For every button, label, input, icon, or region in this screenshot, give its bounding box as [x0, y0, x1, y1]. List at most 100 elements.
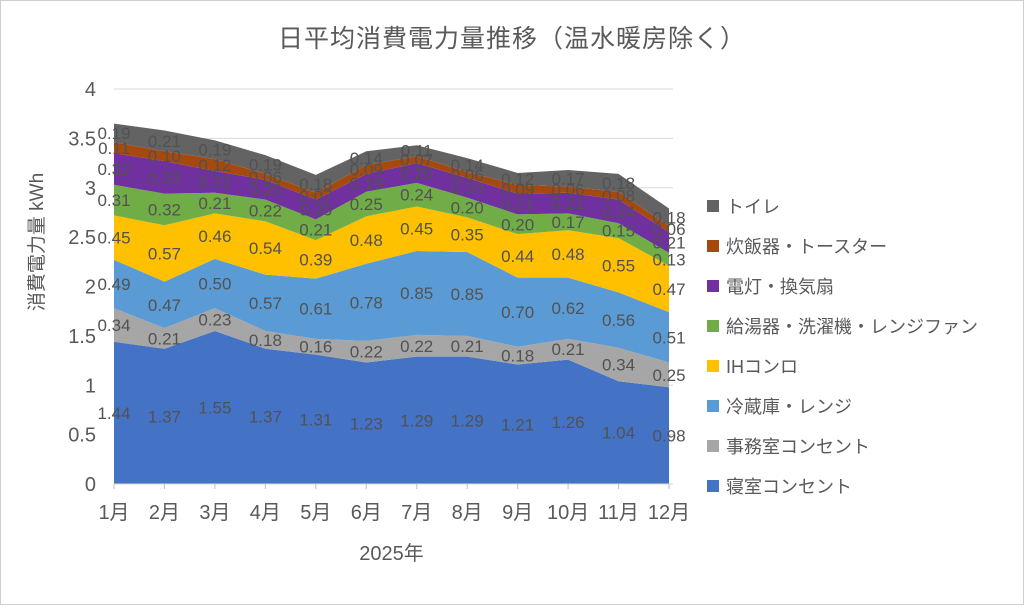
x-tick-label: 7月 — [401, 502, 432, 524]
legend-item-label: 冷蔵庫・レンジ — [726, 397, 852, 417]
data-label: 0.21 — [198, 194, 231, 213]
legend-item: 炊飯器・トースター — [707, 233, 978, 259]
y-tick-label: 1 — [85, 375, 96, 397]
data-label: 0.32 — [148, 200, 181, 219]
data-label: 1.29 — [400, 411, 433, 430]
data-label: 1.37 — [249, 407, 282, 426]
legend-swatch-icon — [707, 240, 719, 252]
data-label: 0.34 — [97, 316, 130, 335]
x-tick-label: 10月 — [547, 502, 589, 524]
data-label: 0.21 — [148, 132, 181, 151]
data-label: 0.18 — [652, 208, 685, 227]
data-label: 0.06 — [451, 166, 484, 185]
data-label: 0.18 — [350, 174, 383, 193]
data-label: 1.23 — [350, 414, 383, 433]
data-label: 0.09 — [350, 160, 383, 179]
data-label: 1.55 — [198, 398, 231, 417]
data-label: 0.48 — [350, 231, 383, 250]
x-tick-label: 1月 — [98, 502, 129, 524]
data-label: 0.47 — [652, 280, 685, 299]
y-tick-label: 2 — [85, 277, 96, 299]
area-series-7 — [114, 123, 669, 227]
data-label: 0.11 — [98, 139, 130, 158]
data-label: 0.45 — [97, 229, 130, 248]
data-label: 1.31 — [299, 410, 332, 429]
legend-swatch-icon — [707, 440, 719, 452]
data-label: 0.18 — [501, 347, 534, 366]
area-series-5 — [114, 153, 669, 253]
legend-swatch-icon — [707, 360, 719, 372]
data-label: 0.32 — [97, 160, 130, 179]
data-label: 0.19 — [97, 124, 130, 143]
data-label: 0.20 — [400, 164, 433, 183]
data-label: 0.06 — [249, 168, 282, 187]
legend-item-label: 電灯・換気扇 — [726, 277, 834, 297]
data-label: 0.20 — [501, 215, 534, 234]
data-label: 0.50 — [198, 275, 231, 294]
data-label: 0.20 — [451, 199, 484, 218]
data-label: 0.21 — [148, 329, 181, 348]
data-label: 0.70 — [501, 303, 534, 322]
data-label: 0.44 — [501, 247, 534, 266]
y-tick-label: 2.5 — [68, 227, 96, 249]
data-label: 0.18 — [602, 174, 635, 193]
x-tick-label: 6月 — [351, 502, 382, 524]
y-tick-label: 0 — [85, 474, 96, 496]
data-label: 0.21 — [552, 194, 585, 213]
legend-item-label: IHコンロ — [726, 357, 798, 377]
data-label: 0.22 — [350, 343, 383, 362]
data-label: 0.22 — [400, 337, 433, 356]
data-label: 0.12 — [198, 156, 231, 175]
data-label: 0.08 — [602, 187, 635, 206]
x-tick-label: 12月 — [648, 502, 690, 524]
legend-item-label: 炊飯器・トースター — [726, 237, 888, 257]
data-label: 0.06 — [552, 181, 585, 200]
legend-swatch-icon — [707, 280, 719, 292]
area-series-1 — [114, 308, 669, 388]
data-label: 0.13 — [652, 250, 685, 269]
data-label: 1.44 — [97, 404, 130, 423]
legend-swatch-icon — [707, 320, 719, 332]
x-tick-label: 5月 — [300, 502, 331, 524]
legend-item-label: トイレ — [726, 197, 780, 217]
data-label: 0.17 — [552, 213, 585, 232]
area-series-4 — [114, 182, 669, 266]
data-label: 0.07 — [400, 151, 433, 170]
legend-item-label: 給湯器・洗濯機・レンジファン — [726, 317, 978, 337]
data-label: 0.21 — [652, 234, 685, 253]
data-label: 0.34 — [602, 356, 635, 375]
data-label: 0.21 — [299, 221, 332, 240]
data-label: 0.07 — [299, 187, 332, 206]
legend-item: 冷蔵庫・レンジ — [707, 393, 978, 419]
area-series-3 — [114, 206, 669, 313]
legend-item: IHコンロ — [707, 353, 978, 379]
data-label: 0.56 — [602, 311, 635, 330]
data-label: 0.24 — [602, 202, 635, 221]
area-series-0 — [114, 330, 669, 484]
data-label: 0.98 — [652, 427, 685, 446]
data-label: 0.85 — [400, 284, 433, 303]
data-label: 0.12 — [501, 170, 534, 189]
data-label: 0.22 — [249, 201, 282, 220]
legend-item: 電灯・換気扇 — [707, 273, 978, 299]
data-label: 0.21 — [501, 195, 534, 214]
data-label: 0.11 — [401, 142, 433, 161]
data-label: 0.19 — [249, 156, 282, 175]
data-label: 0.39 — [299, 250, 332, 269]
data-label: 0.21 — [451, 337, 484, 356]
y-tick-label: 0.5 — [68, 425, 96, 447]
x-axis-title: 2025年 — [359, 543, 424, 565]
data-label: 0.57 — [249, 294, 282, 313]
x-tick-label: 4月 — [250, 502, 281, 524]
y-tick-label: 3.5 — [68, 128, 96, 150]
legend-item: 給湯器・洗濯機・レンジファン — [707, 313, 978, 339]
legend-swatch-icon — [707, 200, 719, 212]
data-label: 0.23 — [198, 311, 231, 330]
data-label: 1.04 — [602, 424, 635, 443]
data-label: 0.25 — [350, 195, 383, 214]
data-label: 0.85 — [451, 285, 484, 304]
data-label: 0.21 — [552, 340, 585, 359]
data-label: 0.20 — [451, 179, 484, 198]
legend-swatch-icon — [707, 480, 719, 492]
